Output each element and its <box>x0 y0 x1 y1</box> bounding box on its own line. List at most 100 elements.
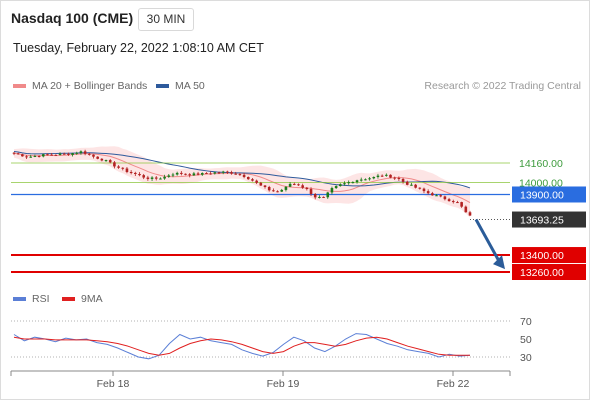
candle-body <box>451 201 455 203</box>
legend-rsi-label: RSI <box>32 293 50 305</box>
candle-body <box>447 199 451 202</box>
candle-body <box>217 172 221 174</box>
candle-body <box>188 174 192 176</box>
candle-body <box>460 202 463 207</box>
forecast-arrow-head-icon <box>493 255 505 270</box>
candle-body <box>213 172 217 174</box>
legend-ma50-label: MA 50 <box>175 80 205 92</box>
candle-body <box>92 154 95 157</box>
legend-ma20-label: MA 20 + Bollinger Bands <box>32 80 148 92</box>
instrument-title: Nasdaq 100 (CME) <box>11 10 134 26</box>
candle-body <box>146 177 150 179</box>
candle-body <box>426 191 430 194</box>
candle-body <box>242 174 246 177</box>
level-label-resistance: 14160.00 <box>519 158 563 170</box>
candle-body <box>46 154 49 156</box>
candle-body <box>108 160 112 163</box>
candle-body <box>205 173 208 175</box>
candle-body <box>37 155 41 157</box>
level-label-pivot: 13900.00 <box>520 189 564 201</box>
candle-body <box>113 162 116 167</box>
candle-body <box>134 172 137 175</box>
candle-body <box>389 174 392 178</box>
x-axis-tick-label: Feb 19 <box>267 378 300 390</box>
candle-body <box>88 153 91 155</box>
candle-body <box>397 178 401 180</box>
candle-body <box>125 168 129 172</box>
candle-body <box>456 202 459 204</box>
candle-body <box>326 192 330 198</box>
candle-body <box>79 151 83 153</box>
candle-body <box>192 173 196 176</box>
candle-body <box>435 195 438 197</box>
candle-body <box>334 186 338 189</box>
legend-9ma: 9MA <box>62 293 103 305</box>
candle-body <box>221 171 225 173</box>
candle-body <box>368 178 371 180</box>
candle-body <box>305 187 309 190</box>
candle-body <box>263 185 267 187</box>
candle-body <box>184 173 187 175</box>
candle-body <box>58 153 62 155</box>
candle-body <box>121 167 125 169</box>
candle-body <box>12 152 16 154</box>
candle-body <box>359 179 363 181</box>
ma20-swatch-icon <box>13 84 26 88</box>
candle-body <box>276 191 279 193</box>
candle-body <box>167 175 171 177</box>
candle-body <box>301 185 304 188</box>
candle-body <box>154 177 158 179</box>
bollinger-band <box>14 146 470 218</box>
9ma-swatch-icon <box>62 297 75 301</box>
candle-body <box>405 181 409 185</box>
candle-body <box>129 171 133 173</box>
report-datetime: Tuesday, February 22, 2022 1:08:10 AM CE… <box>13 41 264 55</box>
candle-body <box>318 196 321 198</box>
candle-body <box>288 183 292 187</box>
candle-body <box>171 174 175 176</box>
candle-body <box>272 190 275 192</box>
candle-body <box>234 173 238 175</box>
candle-body <box>259 182 263 186</box>
candle-body <box>251 179 254 181</box>
candle-body <box>376 175 380 177</box>
candle-body <box>41 154 45 157</box>
level-tag-support <box>512 247 586 264</box>
rsi-swatch-icon <box>13 297 26 301</box>
candle-body <box>67 153 70 155</box>
candle-body <box>280 189 284 192</box>
candle-body <box>246 176 250 180</box>
candle-body <box>163 176 166 179</box>
candle-body <box>439 195 443 197</box>
candle-body <box>200 173 204 175</box>
ma50-swatch-icon <box>156 84 169 88</box>
candle-body <box>180 172 183 174</box>
candle-body <box>267 186 271 191</box>
candle-body <box>100 158 104 161</box>
candle-body <box>339 184 342 187</box>
timeframe-badge[interactable]: 30 MIN <box>138 8 194 31</box>
candle-body <box>431 193 434 196</box>
legend-rsi: RSI <box>13 293 50 305</box>
x-axis-tick-label: Feb 18 <box>97 378 130 390</box>
candle-body <box>150 177 154 179</box>
rsi-tick-label: 30 <box>520 352 532 364</box>
legend-ma20: MA 20 + Bollinger Bands <box>13 80 147 92</box>
candle-body <box>355 180 359 183</box>
candle-body <box>75 152 79 154</box>
level-label-resistance: 14000.00 <box>519 177 563 189</box>
legend-9ma-label: 9MA <box>81 293 103 305</box>
candle-body <box>418 187 422 189</box>
candle-body <box>292 183 296 185</box>
candle-body <box>414 184 417 188</box>
candle-body <box>29 156 33 158</box>
candle-body <box>347 182 350 184</box>
candle-body <box>83 151 87 154</box>
candle-body <box>468 212 472 216</box>
candle-body <box>117 166 120 168</box>
candle-body <box>313 194 317 198</box>
candle-body <box>62 153 66 155</box>
candle-body <box>309 189 313 195</box>
forecast-arrow-shaft <box>474 218 501 262</box>
candle-body <box>284 186 288 190</box>
